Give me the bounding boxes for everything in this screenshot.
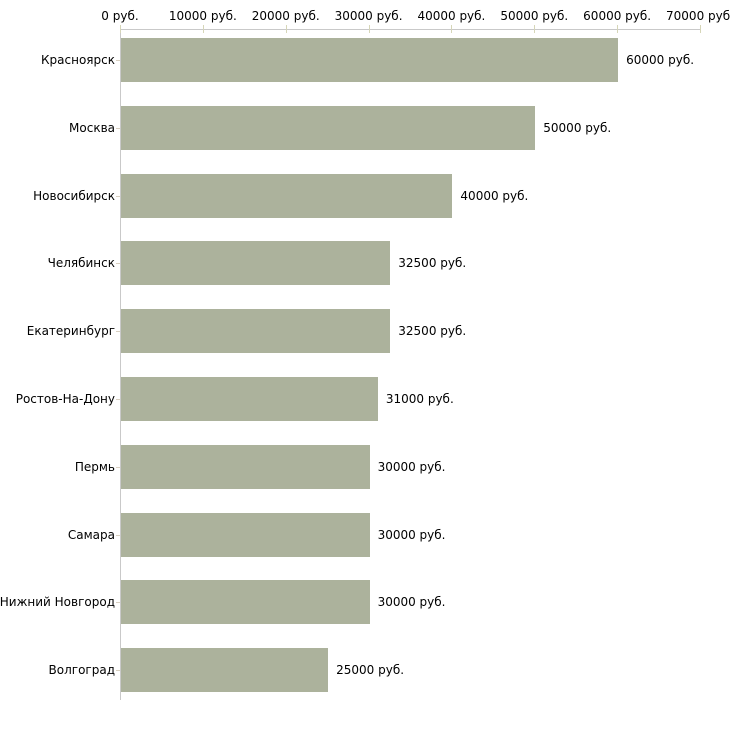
bar xyxy=(121,377,378,421)
category-tick-mark xyxy=(116,263,120,265)
value-label: 25000 руб. xyxy=(336,663,405,678)
value-label: 60000 руб. xyxy=(626,53,695,67)
category-label: Самара xyxy=(67,527,115,542)
category-tick-mark xyxy=(116,60,120,61)
x-axis-tick-mark xyxy=(120,25,121,33)
value-label: 30000 руб. xyxy=(377,595,446,610)
x-axis-tick-label: 10000 руб. xyxy=(168,9,237,23)
x-axis-tick-mark xyxy=(534,25,536,33)
category-label: Красноярск xyxy=(41,53,115,67)
category-label: Ростов-На-Дону xyxy=(15,392,115,406)
x-axis-tick-mark xyxy=(617,25,619,33)
bar xyxy=(121,105,536,150)
x-axis-tick-label: 50000 руб. xyxy=(500,9,569,23)
category-tick-mark xyxy=(116,602,120,604)
x-axis-tick-mark xyxy=(285,25,287,33)
category-tick-mark xyxy=(116,399,120,400)
x-axis-tick-label: 40000 руб. xyxy=(417,9,486,23)
category-tick-mark xyxy=(116,331,120,333)
bar xyxy=(121,648,329,693)
category-tick-mark xyxy=(116,534,120,536)
category-tick-mark xyxy=(116,466,120,468)
value-label: 40000 руб. xyxy=(460,188,529,203)
y-axis-line xyxy=(120,29,121,700)
bar xyxy=(121,173,453,218)
value-label: 30000 руб. xyxy=(377,527,446,542)
category-label: Москва xyxy=(69,120,115,135)
bar xyxy=(121,38,619,82)
category-tick-mark xyxy=(116,195,120,197)
category-tick-mark xyxy=(116,670,120,672)
value-label: 31000 руб. xyxy=(385,392,454,406)
category-label: Екатеринбург xyxy=(26,324,115,339)
bar xyxy=(121,444,370,489)
category-tick-mark xyxy=(116,127,120,129)
value-label: 50000 руб. xyxy=(543,120,612,135)
x-axis-line xyxy=(120,29,701,30)
value-label: 32500 руб. xyxy=(398,324,467,339)
x-axis-tick-mark xyxy=(202,25,204,33)
category-label: Нижний Новгород xyxy=(0,595,115,610)
x-axis-tick-label: 70000 руб. xyxy=(666,9,730,23)
x-axis-tick-label: 0 руб. xyxy=(101,9,139,23)
bar xyxy=(121,241,391,286)
category-label: Челябинск xyxy=(47,256,115,271)
bar xyxy=(121,512,370,557)
x-axis-tick-label: 30000 руб. xyxy=(334,9,403,23)
x-axis-tick-label: 20000 руб. xyxy=(251,9,320,23)
value-label: 32500 руб. xyxy=(398,256,467,271)
category-label: Пермь xyxy=(74,459,115,474)
x-axis-tick-mark xyxy=(368,25,370,33)
bar xyxy=(121,309,391,354)
x-axis-tick-label: 60000 руб. xyxy=(583,9,652,23)
category-label: Волгоград xyxy=(48,663,115,678)
bar xyxy=(121,580,370,625)
category-label: Новосибирск xyxy=(33,188,115,203)
value-label: 30000 руб. xyxy=(377,459,446,474)
x-axis-tick-mark xyxy=(451,25,453,33)
x-axis-tick-mark xyxy=(700,25,701,33)
